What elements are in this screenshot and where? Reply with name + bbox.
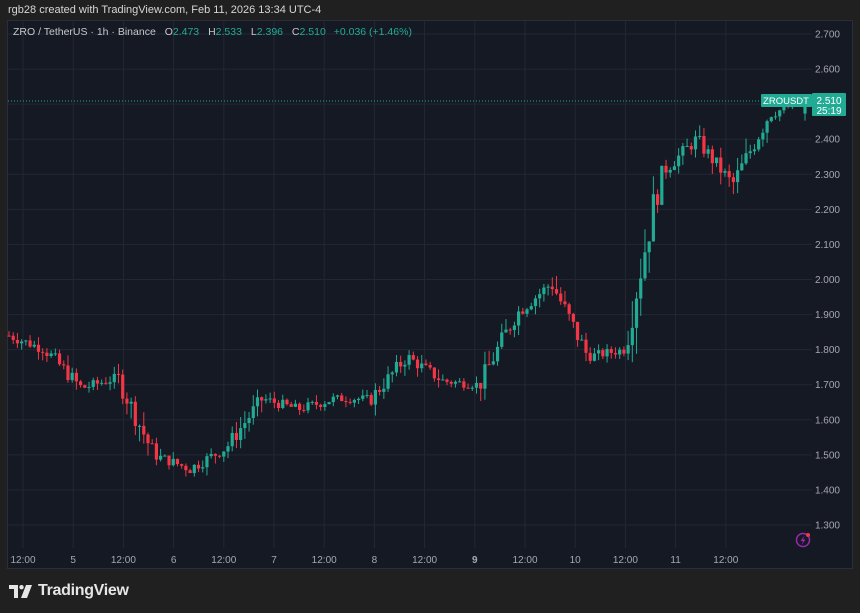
svg-text:12:00: 12:00 [10,555,35,566]
chart-panel[interactable] [7,20,853,569]
grid-lines [8,21,812,548]
alert-lightning-icon[interactable] [795,532,811,548]
svg-text:11: 11 [670,555,681,566]
svg-text:2.300: 2.300 [815,170,840,181]
svg-text:ZROUSDT: ZROUSDT [763,96,809,107]
brand-name: TradingView [38,582,129,599]
svg-text:1.400: 1.400 [815,485,840,496]
svg-text:9: 9 [472,555,478,566]
tradingview-logo-icon [9,584,32,598]
symbol-name: ZRO / TetherUS · 1h · Binance [13,26,156,38]
svg-text:2.400: 2.400 [815,135,840,146]
svg-text:12:00: 12:00 [512,555,537,566]
svg-text:1.600: 1.600 [815,415,840,426]
svg-text:1.300: 1.300 [815,521,840,532]
svg-text:12:00: 12:00 [713,555,738,566]
svg-text:1.800: 1.800 [815,345,840,356]
svg-text:2.200: 2.200 [815,205,840,216]
open-value: 2.473 [172,26,200,38]
svg-text:2.510: 2.510 [816,96,841,107]
svg-text:12:00: 12:00 [111,555,136,566]
svg-text:2.000: 2.000 [815,275,840,286]
svg-text:2.100: 2.100 [815,240,840,251]
close-value: 2.510 [299,26,326,38]
svg-text:6: 6 [171,555,177,566]
time-axis: 12:00 5 12:00 6 12:00 7 12:00 8 12:00 9 12:00 10 12:… [10,555,738,566]
svg-text:7: 7 [271,555,277,566]
candles [7,94,807,477]
svg-text:12:00: 12:00 [412,555,437,566]
svg-text:12:00: 12:00 [211,555,236,566]
svg-text:10: 10 [570,555,582,566]
high-value: 2.533 [215,26,242,38]
svg-text:2.700: 2.700 [815,30,840,41]
svg-text:1.900: 1.900 [815,310,840,321]
symbol-legend: ZRO / TetherUS · 1h · Binance O2.473 H2.… [13,26,412,38]
svg-text:8: 8 [372,555,378,566]
chart-credit: rgb28 created with TradingView.com, Feb … [8,4,322,16]
svg-text:25:19: 25:19 [816,106,841,117]
svg-text:1.500: 1.500 [815,450,840,461]
price-tag: ZROUSDT 2.510 25:19 [761,93,846,117]
svg-text:5: 5 [70,555,76,566]
tradingview-logo[interactable]: TradingView [9,582,129,600]
low-value: 2.396 [256,26,283,38]
change-value: +0.036 (+1.46%) [333,26,412,38]
svg-text:12:00: 12:00 [613,555,638,566]
svg-text:2.600: 2.600 [815,65,840,76]
svg-text:12:00: 12:00 [312,555,337,566]
svg-text:1.700: 1.700 [815,380,840,391]
